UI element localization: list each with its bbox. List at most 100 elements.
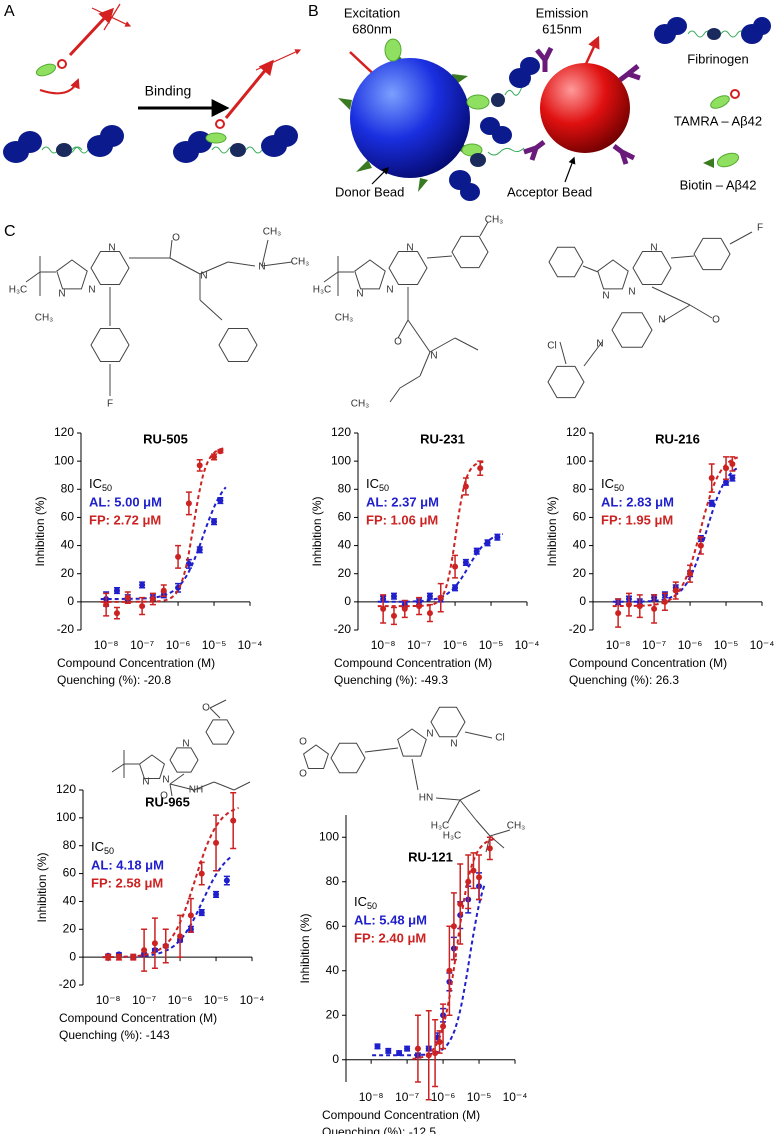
y-tick-label: 0 bbox=[579, 594, 586, 608]
data-point bbox=[113, 587, 120, 594]
data-point bbox=[440, 1023, 447, 1030]
bond bbox=[426, 255, 453, 259]
y-tick-label: -20 bbox=[334, 622, 352, 636]
y-tick-label: 40 bbox=[326, 963, 340, 977]
atom-label: Cl bbox=[547, 341, 556, 352]
quenching-note: Quenching (%): 26.3 bbox=[569, 673, 679, 687]
data-point bbox=[175, 553, 182, 560]
bond bbox=[169, 239, 173, 259]
data-point bbox=[187, 912, 194, 919]
x-tick-label: 10⁻⁶ bbox=[678, 638, 703, 652]
data-point bbox=[213, 891, 220, 898]
data-point bbox=[196, 546, 203, 553]
y-tick-label: -20 bbox=[59, 977, 77, 991]
x-axis-label: Compound Concentration (M) bbox=[57, 656, 215, 670]
atom-label: N bbox=[386, 285, 393, 296]
emission-wavelength: 615nm bbox=[542, 21, 582, 36]
data-point bbox=[385, 1047, 392, 1054]
data-point bbox=[661, 598, 668, 605]
acceptor-bead bbox=[523, 46, 641, 165]
atom-label: N bbox=[200, 271, 207, 282]
y-tick-label: 0 bbox=[332, 1052, 339, 1066]
bond bbox=[489, 829, 511, 837]
x-axis-label: Compound Concentration (M) bbox=[322, 1108, 480, 1122]
data-point bbox=[486, 845, 493, 852]
data-point bbox=[452, 563, 459, 570]
y-tick-label: -20 bbox=[57, 622, 75, 636]
atom-label: N bbox=[142, 777, 149, 788]
atom-label: N bbox=[628, 287, 635, 298]
ring bbox=[139, 754, 165, 779]
bond bbox=[169, 783, 173, 797]
y-tick-label: 120 bbox=[54, 425, 74, 439]
data-point bbox=[198, 870, 205, 877]
bond bbox=[323, 271, 339, 283]
bond bbox=[25, 271, 41, 283]
y-tick-label: 20 bbox=[63, 921, 77, 935]
data-point bbox=[484, 539, 491, 546]
ic50-subscript: 50 bbox=[379, 483, 389, 493]
data-point bbox=[401, 605, 408, 612]
data-point bbox=[465, 878, 472, 885]
data-point bbox=[426, 593, 433, 600]
y-tick-label: 20 bbox=[573, 566, 587, 580]
bond bbox=[227, 261, 256, 267]
atom-label: HN bbox=[419, 793, 433, 804]
ring bbox=[303, 744, 329, 769]
atom-label: NH bbox=[189, 785, 203, 796]
atom-label: N bbox=[108, 243, 115, 254]
data-point bbox=[729, 460, 736, 467]
ring bbox=[205, 719, 235, 745]
chart-title: RU-121 bbox=[408, 849, 453, 864]
x-tick-label: 10⁻⁷ bbox=[132, 993, 156, 1007]
binding-label: Binding bbox=[145, 83, 192, 99]
data-point bbox=[130, 954, 137, 961]
atom-label: N bbox=[406, 243, 413, 254]
atom-label: CH₃ bbox=[335, 313, 354, 324]
bond bbox=[199, 261, 229, 275]
y-axis-label: Inhibition (%) bbox=[33, 496, 47, 566]
chart: -20 0 20 40 60 80 100 120 10⁻⁸ 10⁻⁷ 10⁻⁶ 10⁻⁵ 10⁻⁴ In… bbox=[35, 782, 264, 1042]
y-tick-label: 100 bbox=[56, 810, 76, 824]
ic50-label: IC50 bbox=[601, 476, 624, 493]
x-axis-label: Compound Concentration (M) bbox=[569, 656, 727, 670]
atom-label: O bbox=[712, 315, 720, 326]
ring bbox=[430, 706, 466, 738]
data-point bbox=[723, 465, 730, 472]
data-point bbox=[729, 475, 736, 482]
atom-label: N bbox=[426, 729, 433, 740]
chart-title: RU-505 bbox=[143, 431, 188, 446]
x-tick-label: 10⁻⁴ bbox=[238, 638, 263, 652]
data-point bbox=[213, 839, 220, 846]
chemical-structure: N N N F O N N Cl bbox=[547, 223, 763, 399]
x-tick-label: 10⁻⁵ bbox=[479, 638, 504, 652]
x-tick-label: 10⁻⁸ bbox=[359, 1090, 384, 1104]
bond bbox=[729, 231, 753, 245]
x-tick-label: 10⁻⁵ bbox=[714, 638, 739, 652]
data-point bbox=[470, 867, 477, 874]
x-tick-label: 10⁻⁵ bbox=[467, 1090, 492, 1104]
data-point bbox=[105, 954, 112, 961]
ring bbox=[547, 365, 585, 399]
ring bbox=[56, 259, 88, 290]
data-point bbox=[223, 877, 230, 884]
chart-title: RU-216 bbox=[655, 431, 700, 446]
data-point bbox=[211, 518, 218, 525]
quenching-note: Quenching (%): -12.5 bbox=[322, 1125, 436, 1134]
emission-arrow bbox=[583, 35, 600, 67]
atom-label: O bbox=[202, 703, 210, 714]
emission-label: Emission bbox=[536, 5, 589, 20]
x-tick-label: 10⁻⁸ bbox=[371, 638, 396, 652]
bond bbox=[261, 261, 293, 267]
ic50-value: AL: 5.48 μM bbox=[354, 912, 427, 927]
data-point bbox=[436, 1038, 443, 1045]
ic50-label: IC50 bbox=[91, 839, 114, 856]
y-tick-label: 100 bbox=[566, 453, 586, 467]
data-point bbox=[103, 601, 110, 608]
y-tick-label: 60 bbox=[326, 918, 340, 932]
y-tick-label: -20 bbox=[569, 622, 587, 636]
data-point bbox=[196, 462, 203, 469]
y-tick-label: 60 bbox=[63, 866, 77, 880]
bond bbox=[213, 781, 235, 791]
chart-title: RU-965 bbox=[145, 794, 190, 809]
